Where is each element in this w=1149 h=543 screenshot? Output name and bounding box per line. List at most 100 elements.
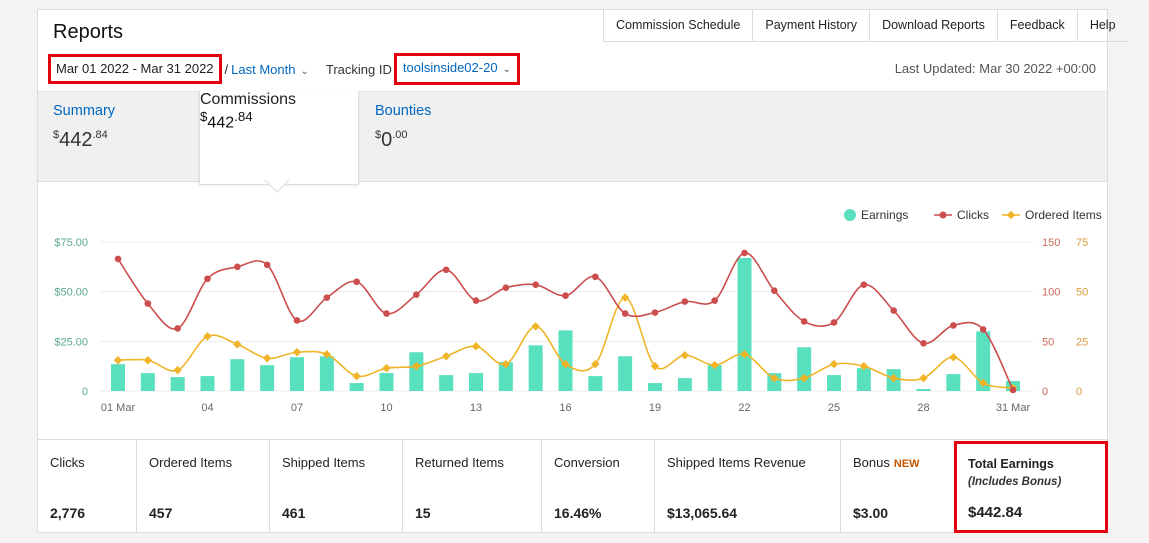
earnings-bar bbox=[827, 375, 841, 391]
ordered-items-point bbox=[352, 371, 361, 381]
ordered-items-point bbox=[262, 353, 272, 363]
x-tick-label: 07 bbox=[291, 402, 303, 414]
earnings-bar bbox=[916, 389, 931, 391]
ordered-items-point bbox=[113, 355, 123, 365]
tracking-id-dropdown[interactable]: toolsinside02-20 ⌄ bbox=[393, 53, 520, 85]
clicks-point bbox=[830, 319, 838, 326]
stat-clicks: Clicks 2,776 bbox=[38, 440, 137, 533]
stat-shipped-items: Shipped Items 461 bbox=[270, 440, 403, 533]
clicks-point bbox=[860, 281, 868, 289]
clicks-point bbox=[621, 310, 629, 317]
tab-commissions[interactable]: Commissions $442.84 bbox=[199, 91, 359, 185]
stat-clicks-label: Clicks bbox=[50, 455, 85, 470]
earnings-bar bbox=[111, 364, 125, 391]
ordered-items-point bbox=[919, 373, 928, 383]
earnings-bar bbox=[588, 376, 603, 391]
nav-commission-schedule[interactable]: Commission Schedule bbox=[604, 10, 754, 41]
period-label: Last Month bbox=[231, 61, 296, 77]
ordered-items-point bbox=[501, 359, 511, 369]
y-right-items-tick-label: 50 bbox=[1076, 287, 1088, 299]
legend-earnings-label: Earnings bbox=[861, 208, 908, 222]
stat-conversion: Conversion 16.46% bbox=[542, 440, 655, 533]
earnings-bar bbox=[379, 373, 394, 391]
clicks-point bbox=[502, 284, 510, 291]
tracking-id-label: Tracking ID bbox=[325, 61, 392, 77]
ordered-items-point bbox=[770, 373, 779, 383]
clicks-point bbox=[204, 275, 211, 283]
chevron-down-icon: ⌄ bbox=[300, 65, 309, 77]
ordered-items-point bbox=[710, 360, 719, 370]
ordered-items-point bbox=[561, 359, 570, 369]
earnings-bar bbox=[260, 365, 275, 391]
ordered-items-point bbox=[441, 351, 451, 361]
y-left-tick-label: $50.00 bbox=[54, 287, 88, 299]
clicks-point bbox=[771, 287, 778, 294]
legend-clicks-swatch bbox=[939, 211, 947, 219]
clicks-point bbox=[144, 300, 152, 307]
clicks-point bbox=[413, 291, 420, 298]
tab-bounties-label: Bounties bbox=[375, 103, 432, 119]
stat-ordered-items: Ordered Items 457 bbox=[137, 440, 270, 533]
earnings-bar bbox=[409, 352, 424, 391]
tab-bounties[interactable]: Bounties $0.00 bbox=[375, 92, 515, 181]
ordered-items-point bbox=[889, 373, 898, 383]
x-tick-label: 16 bbox=[559, 402, 571, 414]
nav-download-reports[interactable]: Download Reports bbox=[870, 10, 998, 41]
ordered-items-point bbox=[591, 359, 600, 369]
x-tick-label: 01 Mar bbox=[101, 402, 136, 414]
tracking-id-value: toolsinside02-20 bbox=[402, 60, 498, 75]
ordered-items-point bbox=[799, 373, 809, 383]
stat-revenue-label: Shipped Items Revenue bbox=[667, 455, 806, 470]
clicks-point bbox=[472, 297, 480, 304]
tab-summary[interactable]: Summary $442.84 bbox=[53, 92, 193, 181]
summary-tabs: Summary $442.84 Commissions $442.84 Boun… bbox=[38, 91, 1107, 185]
clicks-point bbox=[651, 309, 659, 316]
stat-conversion-label: Conversion bbox=[554, 455, 620, 470]
nav-feedback[interactable]: Feedback bbox=[998, 10, 1078, 41]
ordered-items-point bbox=[471, 342, 481, 351]
clicks-point bbox=[442, 266, 450, 274]
total-earnings-sublabel: (Includes Bonus) bbox=[968, 476, 1062, 488]
reports-panel: Reports Commission Schedule Payment Hist… bbox=[37, 9, 1128, 533]
x-tick-label: 19 bbox=[649, 402, 661, 414]
ordered-items-point bbox=[680, 350, 690, 360]
stat-bonus: Bonus NEW $3.00 bbox=[841, 440, 955, 533]
clicks-point bbox=[114, 255, 122, 263]
tab-bounties-value: $0.00 bbox=[375, 129, 408, 151]
legend-clicks-label: Clicks bbox=[957, 208, 989, 222]
stat-conversion-value: 16.46% bbox=[554, 505, 602, 521]
clicks-point bbox=[234, 263, 241, 271]
ordered-items-point bbox=[859, 361, 869, 371]
y-left-tick-label: $75.00 bbox=[54, 237, 88, 249]
ordered-items-point bbox=[740, 350, 749, 359]
stat-total-earnings: Total Earnings (Includes Bonus) $442.84 bbox=[954, 441, 1108, 533]
tab-summary-label: Summary bbox=[53, 103, 116, 119]
nav-help[interactable]: Help bbox=[1089, 18, 1116, 32]
x-tick-label: 13 bbox=[470, 402, 482, 414]
y-left-tick-label: 0 bbox=[82, 386, 88, 398]
ordered-items-point bbox=[978, 378, 988, 388]
clicks-point bbox=[711, 297, 718, 304]
x-tick-label: 31 Mar bbox=[996, 402, 1031, 414]
legend-earnings-swatch bbox=[844, 209, 856, 221]
date-range[interactable]: Mar 01 2022 - Mar 31 2022 bbox=[48, 54, 222, 84]
earnings-bar bbox=[140, 373, 155, 391]
period-dropdown[interactable]: Last Month ⌄ bbox=[231, 62, 309, 77]
earnings-bar bbox=[737, 257, 752, 391]
ordered-items-point bbox=[173, 365, 182, 375]
ordered-items-point bbox=[412, 361, 421, 371]
earnings-bar bbox=[439, 375, 454, 391]
tab-commissions-value: $442.84 bbox=[200, 109, 253, 132]
clicks-point bbox=[741, 249, 748, 257]
ordered-items-point bbox=[949, 352, 958, 362]
ordered-items-point bbox=[650, 361, 660, 371]
earnings-chart: $75.00 $50.00 $25.00 0 150 100 50 0 75 50 25 0 01 Ma… bbox=[54, 208, 1101, 414]
y-right-clicks-tick-label: 150 bbox=[1042, 237, 1060, 249]
stat-bonus-value: $3.00 bbox=[853, 505, 889, 521]
ordered-items-point bbox=[322, 350, 332, 359]
nav-payment-history[interactable]: Payment History bbox=[753, 10, 871, 41]
ordered-items-point bbox=[531, 322, 540, 331]
clicks-point bbox=[979, 326, 987, 333]
ordered-items-point bbox=[233, 340, 242, 349]
x-tick-label: 22 bbox=[738, 402, 750, 414]
